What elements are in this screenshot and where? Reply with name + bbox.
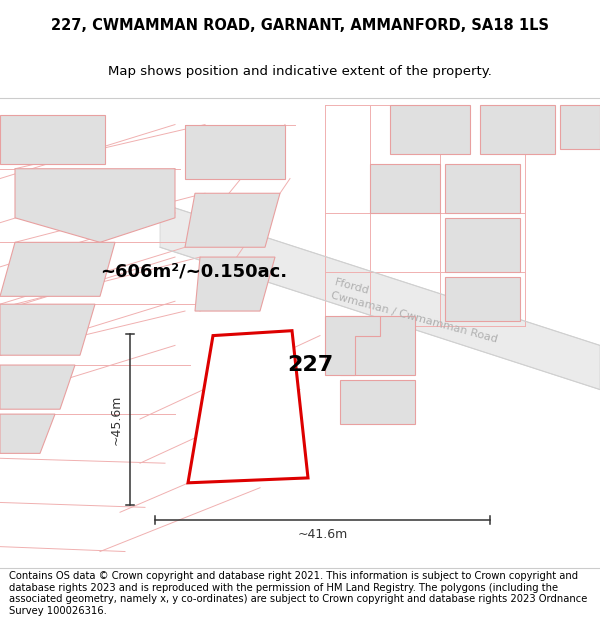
Polygon shape [185,124,285,179]
Text: ~41.6m: ~41.6m [298,528,347,541]
Polygon shape [370,164,440,213]
Text: 227, CWMAMMAN ROAD, GARNANT, AMMANFORD, SA18 1LS: 227, CWMAMMAN ROAD, GARNANT, AMMANFORD, … [51,18,549,32]
Text: ~606m²/~0.150ac.: ~606m²/~0.150ac. [100,262,287,281]
Polygon shape [0,414,55,453]
Polygon shape [0,304,95,355]
Polygon shape [188,331,308,483]
Polygon shape [340,380,415,424]
Polygon shape [445,217,520,272]
Text: Map shows position and indicative extent of the property.: Map shows position and indicative extent… [108,66,492,79]
Polygon shape [208,341,258,380]
Polygon shape [15,169,175,242]
Polygon shape [340,316,415,375]
Text: ~45.6m: ~45.6m [110,394,123,445]
Polygon shape [0,115,105,164]
Polygon shape [560,105,600,149]
Polygon shape [445,164,520,213]
Polygon shape [480,105,555,154]
Polygon shape [185,193,280,248]
Text: Ffordd
Cwmaman / Cwmamman Road: Ffordd Cwmaman / Cwmamman Road [330,278,502,344]
Text: 227: 227 [287,355,333,375]
Polygon shape [445,277,520,321]
Polygon shape [390,105,470,154]
Polygon shape [0,365,75,409]
Polygon shape [160,203,600,389]
Polygon shape [195,257,275,311]
Polygon shape [0,242,115,296]
Polygon shape [325,316,380,375]
Text: Contains OS data © Crown copyright and database right 2021. This information is : Contains OS data © Crown copyright and d… [9,571,587,616]
